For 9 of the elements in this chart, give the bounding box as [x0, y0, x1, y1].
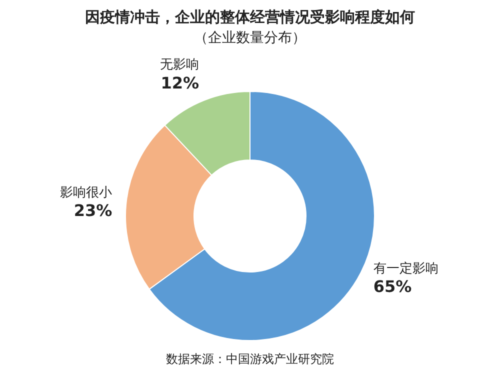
slice-label: 影响很小 [60, 185, 112, 200]
chart-subtitle: （企业数量分布） [193, 29, 307, 47]
source-note: 数据来源：中国游戏产业研究院 [165, 351, 335, 368]
data-label: 65% [373, 277, 412, 296]
slice-label: 有一定影响 [373, 261, 438, 276]
slice-label: 无影响 [160, 58, 200, 73]
data-label: 12% [160, 73, 200, 92]
chart-title: 因疫情冲击，企业的整体经营情况受影响程度如何 [84, 7, 416, 27]
data-label: 23% [74, 201, 112, 220]
